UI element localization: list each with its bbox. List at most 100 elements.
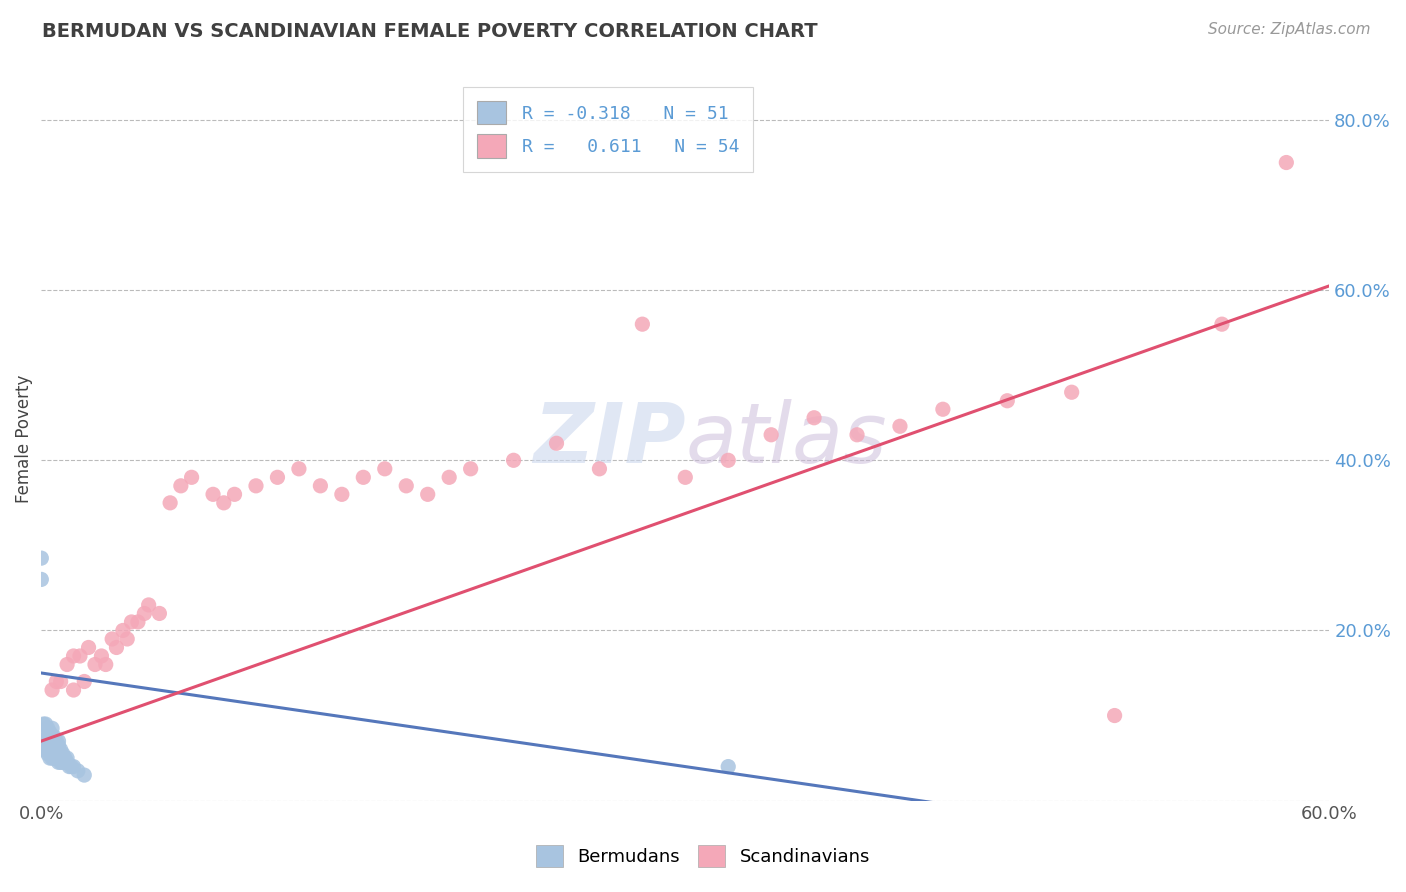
Point bbox=[101, 632, 124, 646]
Point bbox=[37, 747, 59, 761]
Point bbox=[717, 453, 740, 467]
Point bbox=[1275, 155, 1298, 169]
Text: Source: ZipAtlas.com: Source: ZipAtlas.com bbox=[1208, 22, 1371, 37]
Point bbox=[416, 487, 439, 501]
Point bbox=[330, 487, 353, 501]
Point bbox=[170, 479, 193, 493]
Point bbox=[30, 573, 52, 587]
Point bbox=[60, 759, 83, 773]
Point bbox=[266, 470, 288, 484]
Point bbox=[73, 674, 96, 689]
Point bbox=[395, 479, 418, 493]
Point bbox=[673, 470, 696, 484]
Legend: Bermudans, Scandinavians: Bermudans, Scandinavians bbox=[529, 838, 877, 874]
Point bbox=[30, 551, 52, 566]
Point bbox=[62, 759, 84, 773]
Point bbox=[39, 725, 62, 739]
Point bbox=[41, 742, 63, 756]
Point bbox=[41, 683, 63, 698]
Point bbox=[437, 470, 460, 484]
Point bbox=[374, 462, 396, 476]
Point bbox=[52, 751, 75, 765]
Point bbox=[44, 739, 66, 753]
Point bbox=[41, 730, 63, 744]
Point bbox=[90, 648, 112, 663]
Text: BERMUDAN VS SCANDINAVIAN FEMALE POVERTY CORRELATION CHART: BERMUDAN VS SCANDINAVIAN FEMALE POVERTY … bbox=[42, 22, 818, 41]
Point bbox=[52, 747, 75, 761]
Legend: R = -0.318   N = 51, R =   0.611   N = 54: R = -0.318 N = 51, R = 0.611 N = 54 bbox=[464, 87, 752, 171]
Point bbox=[127, 615, 149, 629]
Point bbox=[73, 768, 96, 782]
Point bbox=[34, 742, 56, 756]
Point bbox=[224, 487, 246, 501]
Point bbox=[588, 462, 610, 476]
Point bbox=[44, 730, 66, 744]
Point bbox=[37, 730, 59, 744]
Point bbox=[34, 734, 56, 748]
Point bbox=[48, 756, 70, 770]
Point bbox=[62, 648, 84, 663]
Point bbox=[49, 751, 72, 765]
Point bbox=[48, 747, 70, 761]
Point bbox=[803, 410, 825, 425]
Point bbox=[32, 730, 55, 744]
Point bbox=[32, 717, 55, 731]
Point bbox=[309, 479, 332, 493]
Point bbox=[44, 742, 66, 756]
Y-axis label: Female Poverty: Female Poverty bbox=[15, 375, 32, 503]
Point bbox=[52, 756, 75, 770]
Point bbox=[66, 764, 89, 778]
Point bbox=[37, 739, 59, 753]
Point bbox=[45, 742, 67, 756]
Point bbox=[502, 453, 524, 467]
Point bbox=[49, 674, 72, 689]
Point bbox=[1060, 385, 1083, 400]
Point bbox=[45, 747, 67, 761]
Point bbox=[48, 742, 70, 756]
Point bbox=[37, 721, 59, 735]
Point bbox=[34, 717, 56, 731]
Point bbox=[58, 759, 80, 773]
Point bbox=[56, 751, 79, 765]
Point bbox=[1104, 708, 1126, 723]
Point bbox=[56, 657, 79, 672]
Point bbox=[759, 427, 782, 442]
Point bbox=[77, 640, 100, 655]
Point bbox=[889, 419, 911, 434]
Point bbox=[212, 496, 235, 510]
Point bbox=[202, 487, 225, 501]
Point bbox=[460, 462, 482, 476]
Point bbox=[53, 756, 76, 770]
Point bbox=[115, 632, 138, 646]
Point bbox=[138, 598, 160, 612]
Point bbox=[111, 624, 134, 638]
Point bbox=[288, 462, 311, 476]
Text: atlas: atlas bbox=[685, 399, 887, 480]
Point bbox=[62, 683, 84, 698]
Point bbox=[45, 734, 67, 748]
Point bbox=[717, 759, 740, 773]
Point bbox=[631, 317, 654, 331]
Text: ZIP: ZIP bbox=[533, 399, 685, 480]
Point bbox=[45, 674, 67, 689]
Point bbox=[84, 657, 107, 672]
Point bbox=[48, 734, 70, 748]
Point bbox=[105, 640, 128, 655]
Point bbox=[53, 751, 76, 765]
Point bbox=[41, 751, 63, 765]
Point bbox=[995, 393, 1018, 408]
Point bbox=[39, 734, 62, 748]
Point bbox=[245, 479, 267, 493]
Point bbox=[1211, 317, 1233, 331]
Point bbox=[41, 739, 63, 753]
Point bbox=[159, 496, 181, 510]
Point bbox=[546, 436, 568, 450]
Point bbox=[846, 427, 869, 442]
Point bbox=[48, 739, 70, 753]
Point bbox=[94, 657, 117, 672]
Point bbox=[352, 470, 374, 484]
Point bbox=[932, 402, 955, 417]
Point bbox=[49, 747, 72, 761]
Point bbox=[39, 742, 62, 756]
Point bbox=[49, 742, 72, 756]
